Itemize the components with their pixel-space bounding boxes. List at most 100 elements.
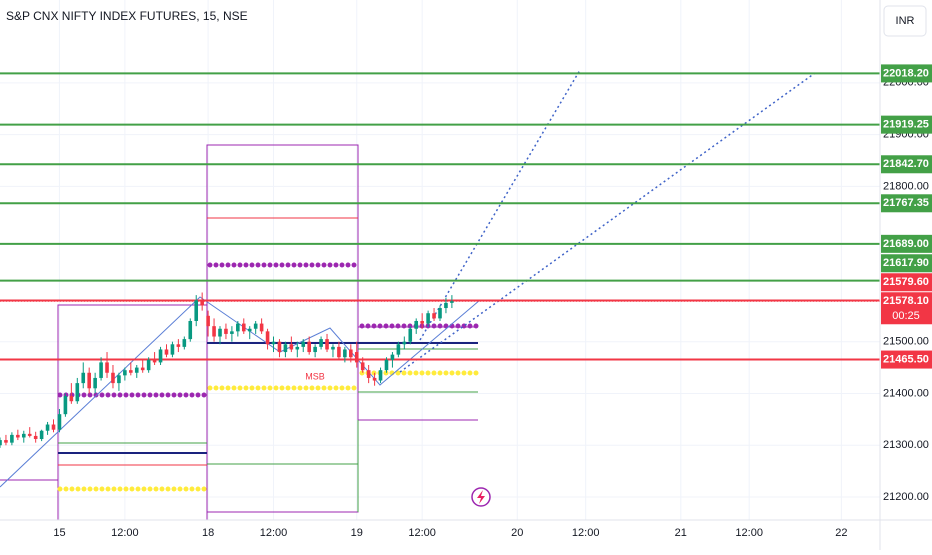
candle-body xyxy=(420,320,424,324)
x-tick-label: 15 xyxy=(53,527,65,539)
price-tag-label: 21689.00 xyxy=(883,238,929,250)
candle-body xyxy=(10,434,14,443)
candle-body xyxy=(164,349,169,355)
candle-body xyxy=(93,377,97,389)
candles xyxy=(0,292,454,448)
currency[interactable]: INR xyxy=(896,15,915,27)
x-tick-label: 18 xyxy=(202,527,214,539)
candle-body xyxy=(75,383,80,402)
candle-body xyxy=(444,302,448,309)
x-tick-label: 20 xyxy=(511,527,523,539)
candle-body xyxy=(331,346,335,350)
candle-body xyxy=(39,430,44,440)
candle-body xyxy=(81,372,86,384)
price-tag xyxy=(881,155,932,174)
price-tag xyxy=(881,350,932,369)
candle-body xyxy=(27,433,32,436)
price-tag-label: 21578.10 xyxy=(883,295,929,307)
candle-body xyxy=(51,424,56,430)
price-tag xyxy=(881,292,932,325)
candle-body xyxy=(230,331,234,334)
candle-body xyxy=(236,323,240,332)
candle-body xyxy=(360,362,365,371)
candle-body xyxy=(426,313,430,324)
candle-body xyxy=(349,349,353,358)
price-tag xyxy=(881,254,932,273)
candle-body xyxy=(117,375,121,384)
candle-body xyxy=(372,377,377,381)
projection-line xyxy=(419,69,581,341)
candle-body xyxy=(259,323,264,332)
price-tag-label: 21767.35 xyxy=(883,197,929,209)
candle-body xyxy=(224,328,228,334)
price-tag-label: 21919.25 xyxy=(883,119,929,131)
candle-body xyxy=(45,424,50,431)
candle-body xyxy=(247,328,252,332)
candle-body xyxy=(366,370,371,378)
candle-body xyxy=(200,300,204,306)
price-tag xyxy=(881,194,932,213)
candle-body xyxy=(408,328,413,342)
price-tag xyxy=(881,115,932,134)
price-tag xyxy=(881,273,932,292)
candle-body xyxy=(140,367,145,371)
candle-body xyxy=(33,435,38,440)
candle-body xyxy=(123,370,127,376)
price-tag-label: 21842.70 xyxy=(883,158,929,170)
candle-body xyxy=(277,341,282,353)
candle-body xyxy=(176,344,181,347)
price-tag-label: 21465.50 xyxy=(883,353,929,365)
y-tick-label: 21800.00 xyxy=(883,180,929,192)
candle-body xyxy=(325,339,329,350)
currency-box[interactable] xyxy=(883,5,927,37)
x-tick-label: 12:00 xyxy=(735,527,763,539)
price-tag-label: 21579.60 xyxy=(883,276,929,288)
x-tick-label: 22 xyxy=(835,527,847,539)
projection-line xyxy=(399,72,816,373)
x-tick-label: 12:00 xyxy=(111,527,139,539)
candle-body xyxy=(152,359,157,363)
candle-body xyxy=(16,434,20,438)
candle-body xyxy=(402,341,407,345)
price-tag xyxy=(881,64,932,83)
candle-body xyxy=(105,362,109,373)
candle-body xyxy=(4,440,8,443)
candle-body xyxy=(182,339,187,347)
candle-body xyxy=(396,344,401,355)
candle-body xyxy=(146,359,151,371)
candle-body xyxy=(158,349,163,363)
candle-body xyxy=(432,313,436,319)
y-tick-label: 21400.00 xyxy=(883,387,929,399)
x-tick-label: 12:00 xyxy=(408,527,436,539)
candle-body xyxy=(206,315,210,327)
candle-body xyxy=(111,372,115,384)
candle-body xyxy=(57,414,62,430)
candle-body xyxy=(0,440,2,446)
replay-icon[interactable] xyxy=(471,487,491,507)
x-tick-label: 19 xyxy=(351,527,363,539)
candle-body xyxy=(384,359,389,371)
session-box xyxy=(206,144,359,513)
y-tick-label: 21200.00 xyxy=(883,491,929,503)
candle-body xyxy=(354,352,359,363)
countdown: 00:25 xyxy=(892,310,920,322)
candle-body xyxy=(99,362,103,378)
price-labels: 21465.50 21578.10 00:25 21579.60 21617.90 216… xyxy=(881,64,932,369)
candle-body xyxy=(212,326,216,337)
candle-body xyxy=(378,370,383,381)
chart-title: S&P CNX NIFTY INDEX FUTURES, 15, NSE xyxy=(6,9,248,23)
grid xyxy=(0,0,880,520)
candle-body xyxy=(390,354,395,360)
candle-body xyxy=(343,349,347,358)
candle-body xyxy=(283,344,288,353)
candle-body xyxy=(170,344,175,355)
levels xyxy=(0,72,880,361)
candle-body xyxy=(265,331,270,345)
candle-body xyxy=(129,370,133,373)
candle-body xyxy=(69,396,74,402)
candle-body xyxy=(289,344,294,350)
x-tick-label: 12:00 xyxy=(572,527,600,539)
candle-body xyxy=(319,339,323,347)
